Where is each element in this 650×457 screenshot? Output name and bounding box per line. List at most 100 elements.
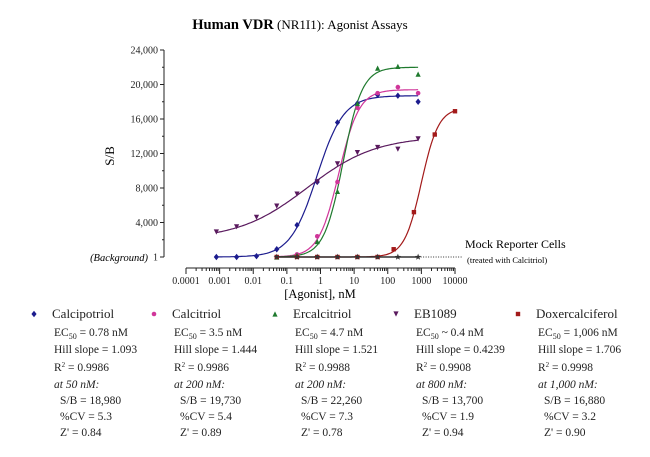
y-axis-label: S/B xyxy=(102,146,117,166)
legend-name: Ercalcitriol xyxy=(293,306,352,321)
data-point-eb1089 xyxy=(334,161,341,167)
data-point-calcipotriol xyxy=(213,253,219,261)
z-prime: Z' = 0.90 xyxy=(544,427,586,439)
data-point-eb1089 xyxy=(395,146,401,152)
data-point-eb1089 xyxy=(274,203,280,209)
ec50-text: EC50 = 3.5 nM xyxy=(174,327,242,341)
annotation-mock-sub: (treated with Calcitriol) xyxy=(467,255,547,265)
at-concentration: at 50 nM: xyxy=(54,379,99,391)
points xyxy=(213,63,458,261)
curves xyxy=(216,66,456,258)
x-tick-label: 10 xyxy=(349,276,359,287)
background-label: (Background) xyxy=(90,253,148,264)
signal-background: S/B = 22,260 xyxy=(301,395,362,407)
ec50-text: EC50 = 1,006 nM xyxy=(538,327,618,341)
data-point-calcipotriol xyxy=(294,221,300,229)
legend-entry-eb1089: EB1089 EC50 ~ 0.4 nM Hill slope = 0.4239 R2… xyxy=(393,306,505,439)
signal-background: S/B = 18,980 xyxy=(60,395,121,407)
x-tick-label: 10000 xyxy=(443,276,468,287)
chart-title-bold: Human VDR xyxy=(192,17,274,33)
r-value: = 0.9986 xyxy=(65,362,109,374)
y-tick-label: 4,000 xyxy=(136,218,159,229)
data-point-calcitriol xyxy=(415,90,421,96)
at-concentration: at 800 nM: xyxy=(416,379,467,391)
data-point-calcipotriol xyxy=(253,252,260,260)
data-point-eb1089 xyxy=(415,136,421,142)
r-label: R xyxy=(416,362,424,374)
legend-entry-ercalcitriol: Ercalcitriol EC50 = 4.7 nM Hill slope = 1.… xyxy=(272,306,378,439)
data-point-mock xyxy=(394,253,402,260)
data-point-eb1089 xyxy=(234,224,240,230)
data-point-calcitriol xyxy=(314,234,320,239)
y-tick-label: 8,000 xyxy=(136,184,159,195)
data-point-mock xyxy=(314,253,321,260)
at-concentration: at 200 nM: xyxy=(174,379,225,391)
ec50-sub: 50 xyxy=(553,332,561,341)
percent-cv: %CV = 7.3 xyxy=(301,411,353,423)
x-tick-label: 100 xyxy=(380,276,395,287)
legend-name: Calcitriol xyxy=(172,306,221,321)
chart-title: Human VDR (NR1I1): Agonist Assays xyxy=(192,17,408,33)
x-tick-label: 0.01 xyxy=(245,276,263,287)
percent-cv: %CV = 5.4 xyxy=(180,411,232,423)
r-squared: R2 = 0.9908 xyxy=(416,361,471,374)
legend-marker xyxy=(272,311,278,317)
legend-name: EB1089 xyxy=(414,306,457,321)
data-point-mock xyxy=(414,253,422,260)
data-point-mock xyxy=(374,253,381,260)
axes: 1 4,000 8,000 12,000 16,000 20,000 24,000 0.000… xyxy=(131,46,468,288)
fit-curve-ercalcitriol xyxy=(276,66,419,258)
data-point-doxercalciferol xyxy=(432,132,437,137)
data-point-eb1089 xyxy=(253,214,260,220)
data-point-eb1089 xyxy=(213,229,219,235)
r-sup: 2 xyxy=(303,361,307,369)
legend-name: Calcipotriol xyxy=(52,306,114,321)
data-point-ercalcitriol xyxy=(375,65,381,71)
legend-entry-doxercalciferol: Doxercalciferol EC50 = 1,006 nM Hill slope… xyxy=(515,306,621,439)
ec50-value: ~ 0.4 nM xyxy=(439,327,484,339)
at-concentration: at 1,000 nM: xyxy=(538,379,598,391)
ec50-sub: 50 xyxy=(189,332,197,341)
z-prime: Z' = 0.94 xyxy=(422,427,464,439)
x-tick-label: 1 xyxy=(318,276,323,287)
data-point-ercalcitriol xyxy=(415,71,421,77)
r-squared: R2 = 0.9986 xyxy=(174,361,229,374)
data-point-mock xyxy=(293,253,301,260)
legend-entry-calcipotriol: Calcipotriol EC50 = 0.78 nM Hill slope = 1… xyxy=(31,306,137,439)
r-value: = 0.9908 xyxy=(427,362,471,374)
data-point-doxercalciferol xyxy=(391,247,396,252)
percent-cv: %CV = 1.9 xyxy=(422,411,474,423)
z-prime: Z' = 0.89 xyxy=(180,427,222,439)
x-tick-label: 1000 xyxy=(411,276,431,287)
hill-slope: Hill slope = 1.706 xyxy=(538,344,621,356)
ec50-text: EC50 = 0.78 nM xyxy=(54,327,128,341)
legend-name: Doxercalciferol xyxy=(536,306,618,321)
signal-background: S/B = 16,880 xyxy=(544,395,605,407)
fit-curve-calcipotriol xyxy=(216,95,419,258)
legend-marker xyxy=(31,310,37,318)
x-tick-label: 0.1 xyxy=(281,276,294,287)
data-point-calcitriol xyxy=(335,179,340,185)
y-tick-label: 12,000 xyxy=(131,149,159,160)
legend-marker xyxy=(151,311,157,317)
data-point-eb1089 xyxy=(294,191,300,197)
legend-marker xyxy=(515,311,521,317)
legend-marker xyxy=(393,311,399,317)
data-point-mock xyxy=(354,253,361,260)
data-point-doxercalciferol xyxy=(411,209,417,215)
ec50-label: EC xyxy=(416,327,431,339)
ec50-sub: 50 xyxy=(431,332,439,341)
ec50-value: = 1,006 nM xyxy=(561,327,618,339)
y-tick-label: 16,000 xyxy=(131,115,159,126)
x-tick-label: 0.001 xyxy=(208,276,231,287)
data-point-calcipotriol xyxy=(415,98,421,105)
r-sup: 2 xyxy=(546,361,550,369)
y-tick-label: 24,000 xyxy=(131,46,159,57)
ec50-text: EC50 ~ 0.4 nM xyxy=(416,327,484,341)
fit-curve-calcitriol xyxy=(276,89,419,258)
x-axis-label: [Agonist], nM xyxy=(284,287,356,301)
ec50-sub: 50 xyxy=(310,332,318,341)
ec50-label: EC xyxy=(54,327,69,339)
legend: Calcipotriol EC50 = 0.78 nM Hill slope = 1… xyxy=(31,306,621,439)
data-point-eb1089 xyxy=(375,144,381,151)
